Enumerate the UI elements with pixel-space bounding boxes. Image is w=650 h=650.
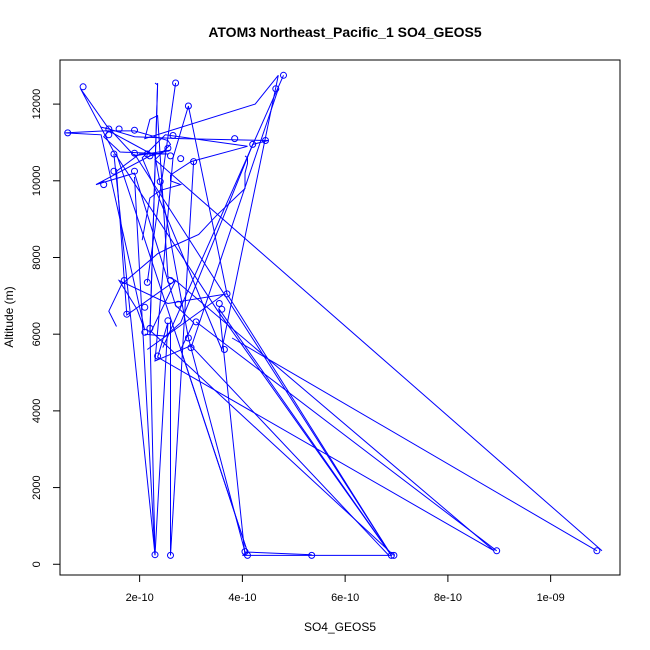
profile-segment-14	[190, 88, 279, 348]
profile-segment-9	[113, 153, 156, 555]
y-tick-label-3: 6000	[31, 322, 43, 346]
data-point-14	[164, 144, 172, 152]
profile-segment-6	[218, 309, 246, 556]
x-tick-label-2: 6e-10	[331, 592, 359, 604]
data-point-18	[146, 152, 154, 160]
data-point-32	[141, 303, 149, 311]
plot-lines	[65, 74, 603, 556]
y-tick-label-6: 12000	[31, 89, 43, 120]
data-point-27	[167, 277, 174, 284]
profile-segment-15	[162, 75, 284, 348]
plot-points	[64, 71, 601, 559]
data-point-8	[131, 126, 138, 134]
data-point-15	[110, 150, 118, 158]
x-tick-label-1: 4e-10	[228, 592, 256, 604]
profile-line-2	[65, 105, 603, 556]
y-tick-label-5: 10000	[31, 165, 43, 196]
profile-segment-5	[231, 337, 598, 552]
data-point-16	[131, 149, 138, 157]
profile-segment-3	[218, 309, 392, 556]
data-point-22	[110, 167, 118, 175]
data-point-34	[123, 310, 131, 318]
profile-segment-4	[195, 321, 498, 552]
data-point-21	[190, 158, 198, 166]
data-point-49	[390, 551, 398, 559]
data-point-44	[167, 551, 174, 559]
profile-segment-2	[134, 153, 392, 556]
data-point-0	[79, 83, 87, 91]
data-point-5	[64, 129, 72, 137]
y-axis-label: Altitude (m)	[2, 286, 16, 347]
data-point-48	[387, 551, 395, 559]
data-point-20	[177, 155, 185, 163]
data-point-7	[115, 125, 123, 133]
profile-segment-13	[146, 82, 177, 283]
data-point-35	[164, 317, 172, 325]
profile-line-5	[108, 155, 248, 327]
profile-segment-16	[147, 293, 225, 350]
data-point-12	[262, 137, 269, 144]
data-point-2	[280, 71, 287, 79]
data-point-50	[493, 547, 501, 555]
data-point-23	[131, 167, 138, 175]
profile-segment-10	[149, 328, 156, 555]
x-axis-label: SO4_GEOS5	[304, 620, 376, 634]
data-point-11	[231, 135, 239, 143]
data-point-41	[220, 346, 228, 353]
data-point-26	[120, 277, 128, 284]
data-point-3	[272, 85, 280, 93]
profile-segment-1	[149, 329, 395, 556]
data-point-30	[215, 300, 223, 307]
data-point-13	[249, 140, 257, 148]
x-axis: 2e-10 4e-10 6e-10 8e-10 1e-09	[126, 575, 565, 604]
data-point-46	[244, 551, 251, 559]
data-point-36	[192, 318, 200, 326]
data-point-4	[184, 102, 192, 110]
data-point-38	[141, 328, 149, 336]
y-tick-label-4: 8000	[31, 245, 43, 269]
data-point-25	[100, 181, 108, 189]
x-tick-label-0: 2e-10	[126, 592, 154, 604]
y-axis: 0 2000 4000 6000 8000 10000 12000	[31, 89, 60, 567]
data-point-19	[167, 152, 174, 160]
x-tick-label-4: 1e-09	[537, 592, 565, 604]
plot-frame	[59, 59, 621, 576]
data-point-28	[143, 278, 151, 286]
data-point-47	[308, 551, 316, 559]
profile-line-0	[80, 88, 393, 556]
data-point-37	[146, 324, 154, 332]
data-point-24	[156, 178, 164, 186]
data-point-1	[172, 79, 180, 87]
y-tick-label-1: 2000	[31, 475, 43, 499]
data-point-39	[184, 334, 192, 342]
y-tick-label-0: 0	[31, 561, 43, 567]
profile-segment-11	[170, 161, 195, 556]
data-point-10	[169, 132, 177, 139]
data-point-29	[223, 290, 231, 298]
data-point-42	[154, 352, 162, 360]
data-point-51	[593, 547, 601, 555]
profile-segment-12	[149, 82, 159, 335]
data-point-43	[151, 551, 159, 559]
data-point-9	[105, 131, 113, 139]
y-tick-label-2: 4000	[31, 399, 43, 423]
data-point-31	[174, 300, 182, 308]
data-point-40	[187, 344, 195, 352]
x-tick-label-3: 8e-10	[434, 592, 462, 604]
chart-title: ATOM3 Northeast_Pacific_1 SO4_GEOS5	[208, 24, 482, 40]
data-point-33	[218, 305, 226, 313]
